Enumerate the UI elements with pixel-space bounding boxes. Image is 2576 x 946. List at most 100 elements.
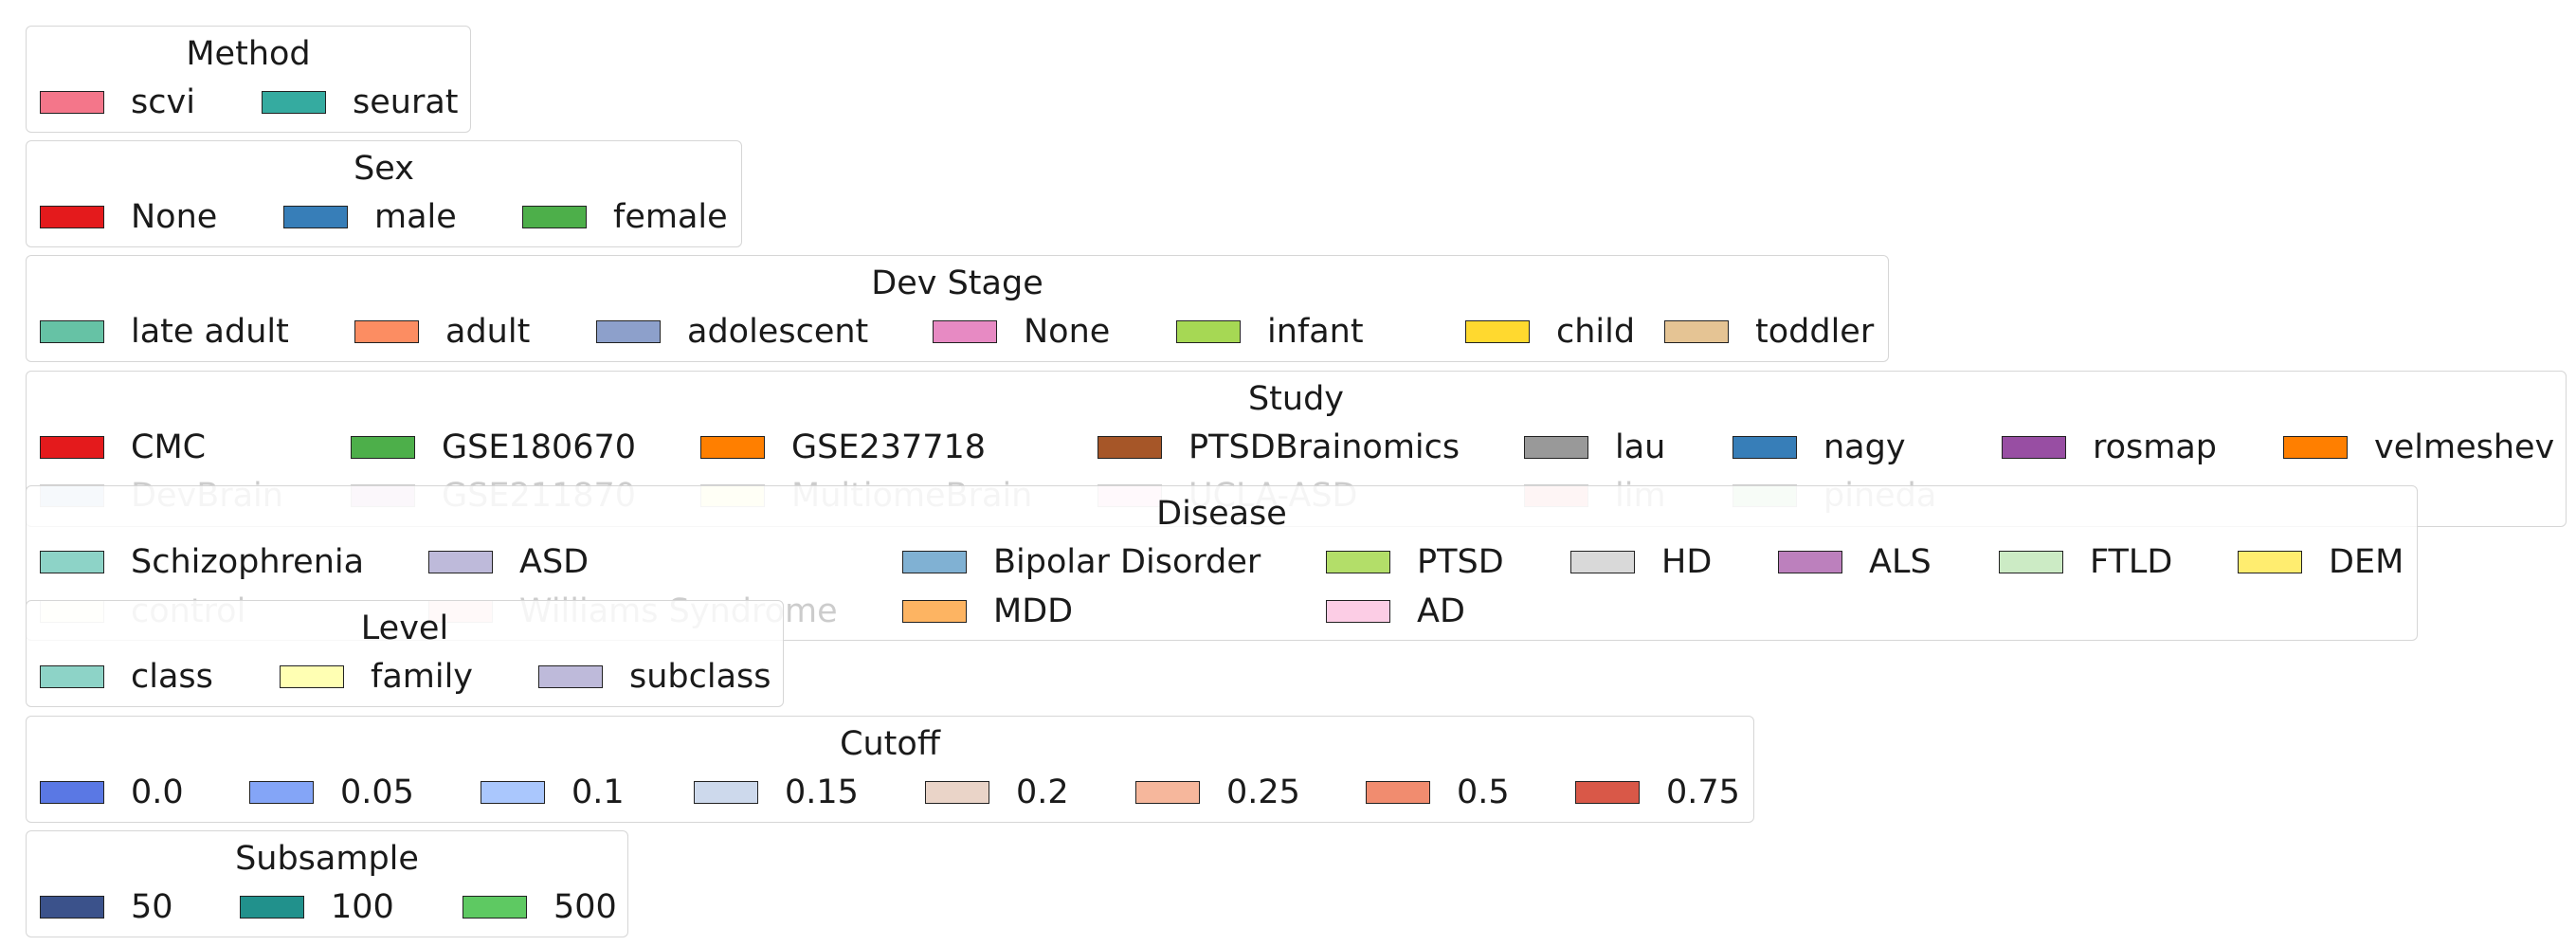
legend-entry: FTLD bbox=[1999, 541, 2172, 583]
legend-swatch bbox=[1176, 320, 1241, 343]
legend-entry: 500 bbox=[463, 886, 617, 928]
legend-entry: DEM bbox=[2238, 541, 2404, 583]
legend-label: 0.5 bbox=[1457, 773, 1510, 811]
legend-swatch bbox=[522, 206, 587, 228]
legend-swatch bbox=[1664, 320, 1729, 343]
legend-swatch bbox=[700, 436, 765, 459]
legend-swatch bbox=[1098, 436, 1162, 459]
legend-entry: velmeshev bbox=[2283, 427, 2554, 468]
legend-swatch bbox=[283, 206, 348, 228]
legend-swatch bbox=[2238, 551, 2302, 573]
legend-entry: adult bbox=[354, 311, 530, 353]
legend-swatch bbox=[902, 600, 967, 623]
legend-swatch bbox=[428, 551, 493, 573]
legend-label: 0.15 bbox=[785, 773, 859, 811]
legend-entry: GSE237718 bbox=[700, 427, 986, 468]
legend-swatch bbox=[1524, 436, 1588, 459]
legend-swatch bbox=[40, 551, 104, 573]
legend-title: Disease bbox=[1156, 495, 1287, 533]
legend-swatch bbox=[40, 665, 104, 688]
legend-label: infant bbox=[1267, 313, 1364, 351]
legend-label: Bipolar Disorder bbox=[993, 543, 1261, 581]
legend-entry: AD bbox=[1326, 591, 1465, 632]
legend-entry: GSE180670 bbox=[351, 427, 636, 468]
legend-label: 0.0 bbox=[131, 773, 184, 811]
legend-label: None bbox=[131, 198, 218, 236]
legend-entry: CMC bbox=[40, 427, 206, 468]
legend-entry: 0.1 bbox=[481, 772, 625, 813]
legend-swatch bbox=[2283, 436, 2348, 459]
legend-subsample: Subsample 50 100 500 bbox=[26, 830, 628, 937]
legend-swatch bbox=[240, 896, 304, 919]
legend-entry: 50 bbox=[40, 886, 173, 928]
legend-method: Method scvi seurat bbox=[26, 26, 471, 133]
legend-label: child bbox=[1556, 313, 1636, 351]
legend-label: 0.2 bbox=[1016, 773, 1069, 811]
legend-entry: female bbox=[522, 196, 728, 238]
legend-entry: 0.15 bbox=[694, 772, 859, 813]
legend-label: GSE180670 bbox=[442, 428, 637, 466]
legend-label: lau bbox=[1615, 428, 1666, 466]
legend-label: PTSDBrainomics bbox=[1188, 428, 1460, 466]
legend-swatch bbox=[40, 781, 104, 804]
legend-label: male bbox=[374, 198, 457, 236]
legend-label: female bbox=[613, 198, 728, 236]
legend-swatch bbox=[280, 665, 344, 688]
legend-swatch bbox=[1135, 781, 1200, 804]
legend-label: velmeshev bbox=[2374, 428, 2555, 466]
legend-entry: Bipolar Disorder bbox=[902, 541, 1261, 583]
legend-entry: 0.2 bbox=[925, 772, 1069, 813]
legend-entry: scvi bbox=[40, 82, 195, 123]
legend-entry: family bbox=[280, 656, 473, 698]
legend-entry: seurat bbox=[262, 82, 459, 123]
legend-label: 0.1 bbox=[571, 773, 625, 811]
legend-label: FTLD bbox=[2090, 543, 2173, 581]
legend-dev-stage: Dev Stage late adult adult adolescent None in… bbox=[26, 255, 1889, 362]
legend-entry: HD bbox=[1570, 541, 1712, 583]
legend-title: Method bbox=[186, 35, 311, 73]
legend-swatch bbox=[1999, 551, 2063, 573]
legend-label: 0.75 bbox=[1666, 773, 1740, 811]
legend-swatch bbox=[262, 91, 326, 114]
legend-entry: class bbox=[40, 656, 213, 698]
legend-label: class bbox=[131, 658, 213, 696]
legend-swatch bbox=[925, 781, 989, 804]
legend-label: adolescent bbox=[687, 313, 869, 351]
legend-swatch bbox=[694, 781, 758, 804]
legend-label: None bbox=[1024, 313, 1111, 351]
legend-entry: 0.05 bbox=[249, 772, 414, 813]
legend-cutoff: Cutoff 0.0 0.05 0.1 0.15 0.2 0.25 0.5 0.75 bbox=[26, 716, 1754, 823]
legend-label: 500 bbox=[553, 888, 617, 926]
legend-title: Sex bbox=[354, 150, 414, 188]
legend-swatch bbox=[40, 896, 104, 919]
legend-level: Level class family subclass bbox=[26, 600, 784, 707]
legend-label: AD bbox=[1417, 592, 1465, 630]
legend-entry: 0.5 bbox=[1366, 772, 1510, 813]
legend-title: Study bbox=[1247, 380, 1345, 418]
legend-swatch bbox=[463, 896, 527, 919]
legend-label: adult bbox=[445, 313, 531, 351]
legend-entry: infant bbox=[1176, 311, 1364, 353]
legend-entry: None bbox=[40, 196, 217, 238]
legend-label: late adult bbox=[131, 313, 289, 351]
legend-title: Level bbox=[360, 609, 449, 647]
legend-swatch bbox=[933, 320, 997, 343]
legend-swatch bbox=[1326, 600, 1390, 623]
legend-swatch bbox=[481, 781, 545, 804]
legend-label: CMC bbox=[131, 428, 207, 466]
legend-label: ASD bbox=[519, 543, 590, 581]
legend-label: rosmap bbox=[2093, 428, 2218, 466]
legend-label: DEM bbox=[2329, 543, 2404, 581]
legend-swatch bbox=[538, 665, 603, 688]
legend-swatch bbox=[1575, 781, 1640, 804]
legend-label: family bbox=[371, 658, 474, 696]
legend-label: scvi bbox=[131, 83, 195, 121]
legend-label: seurat bbox=[353, 83, 459, 121]
legend-swatch bbox=[40, 320, 104, 343]
legend-title: Cutoff bbox=[840, 725, 940, 763]
legend-entry: PTSD bbox=[1326, 541, 1504, 583]
legend-entry: Schizophrenia bbox=[40, 541, 364, 583]
legend-entry: rosmap bbox=[2002, 427, 2217, 468]
legend-entry: lau bbox=[1524, 427, 1665, 468]
legend-entry: PTSDBrainomics bbox=[1098, 427, 1460, 468]
